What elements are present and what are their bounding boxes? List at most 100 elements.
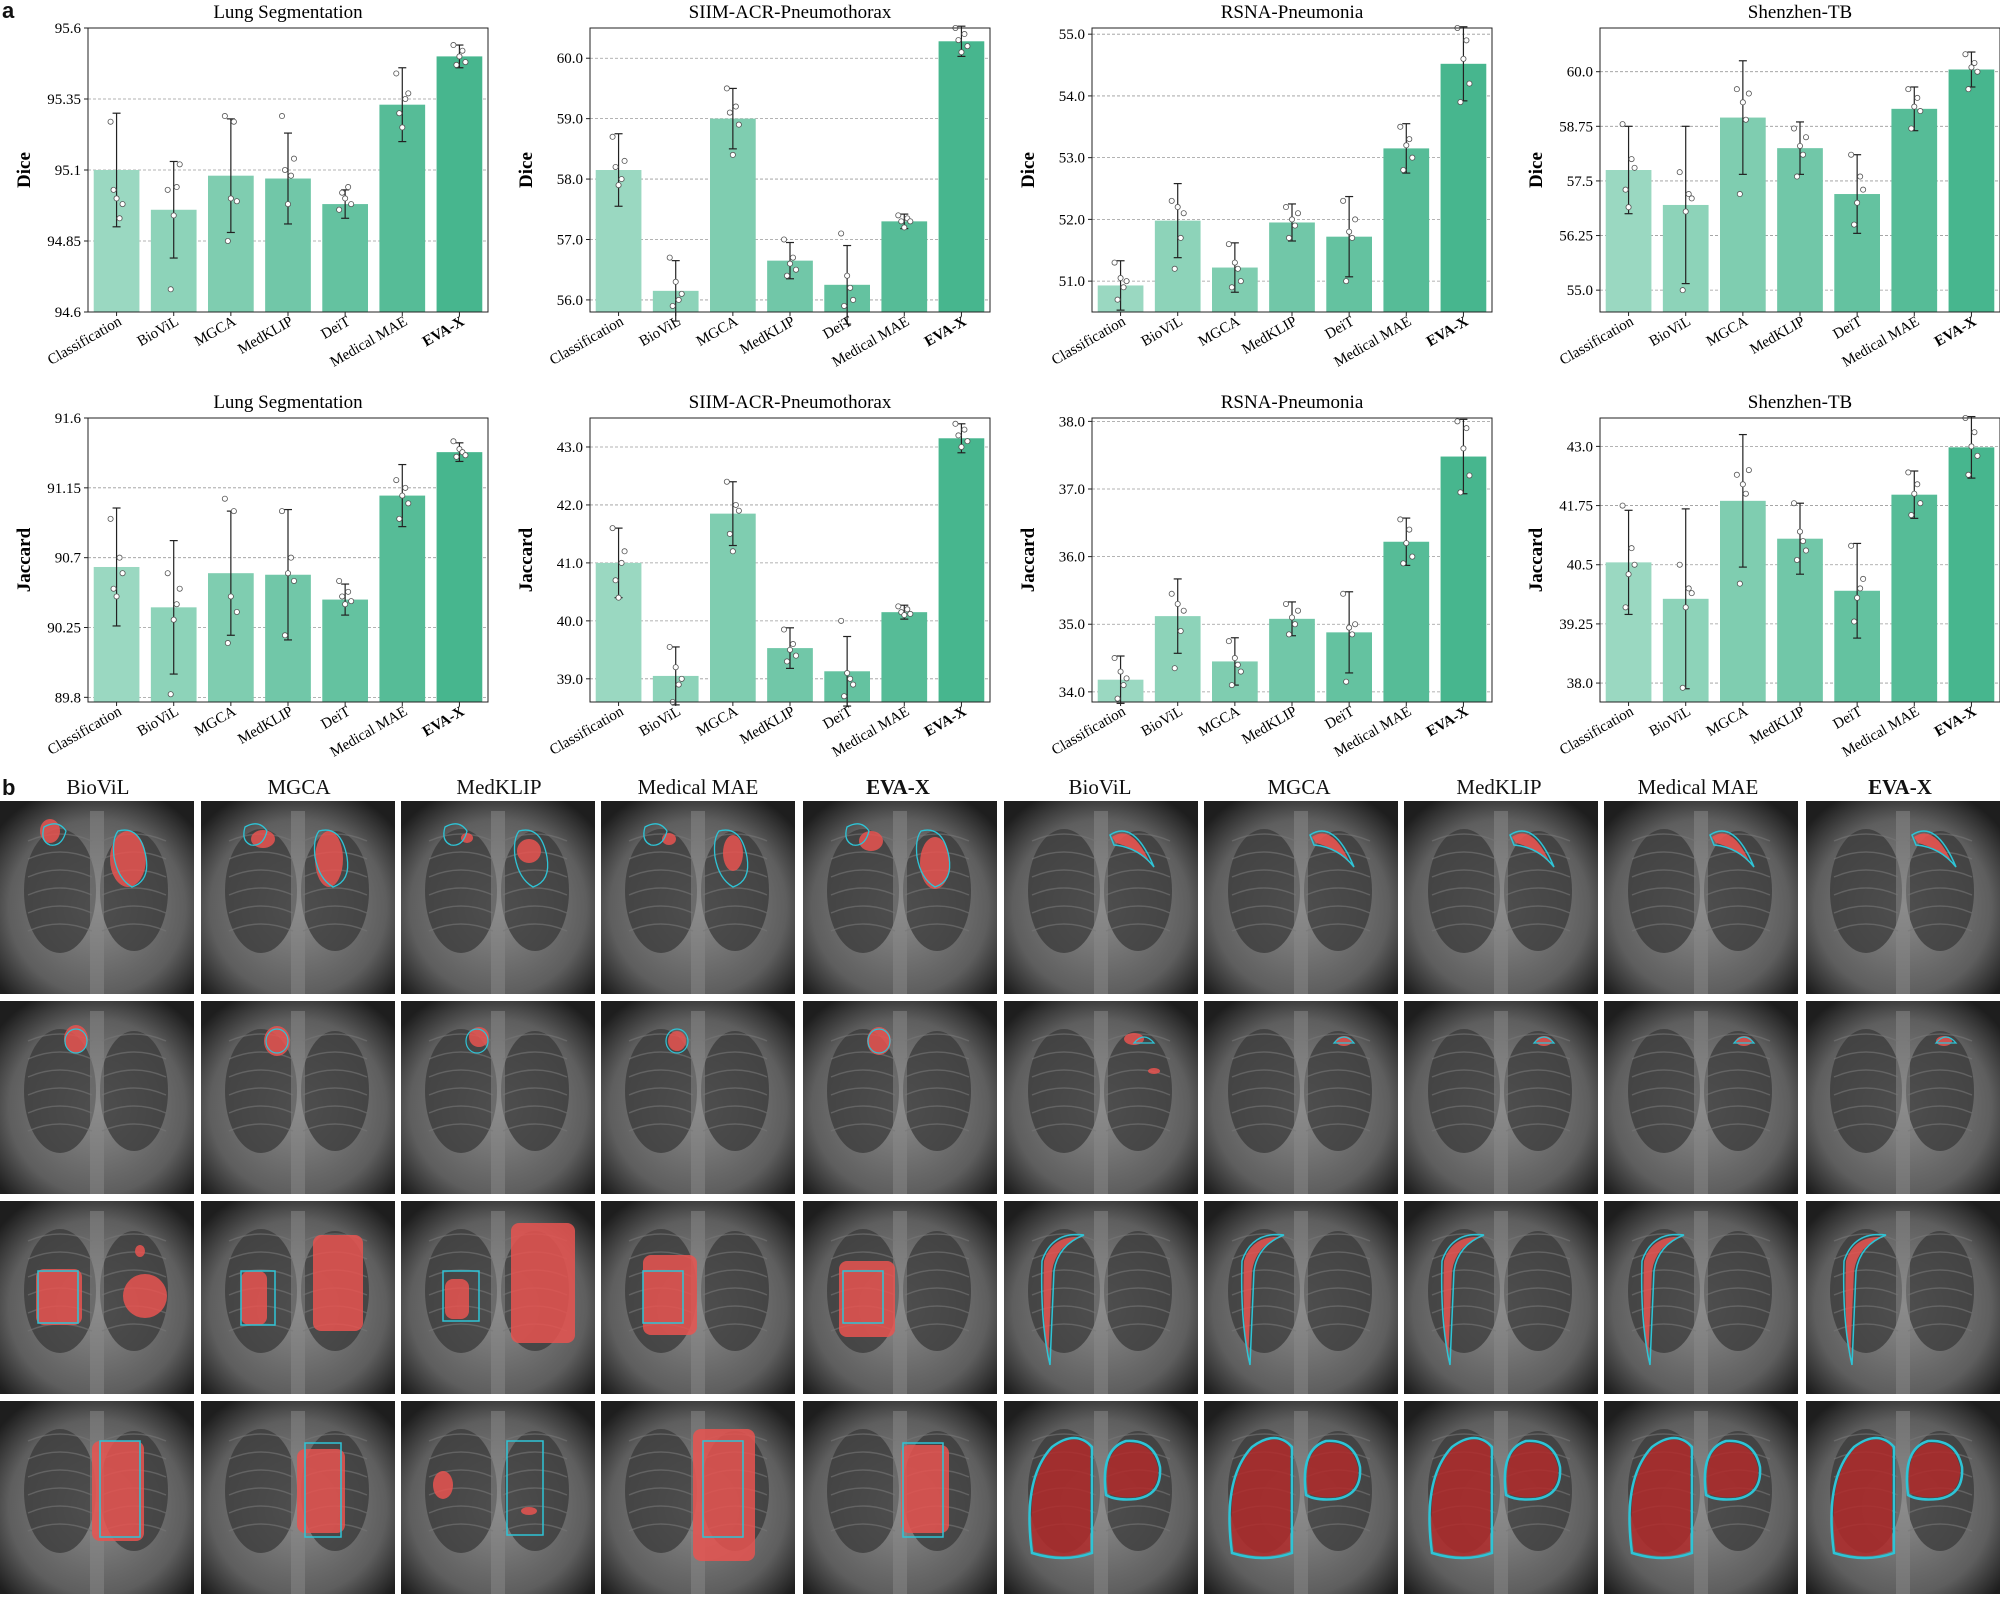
x-tick-label: DeiT (318, 704, 353, 733)
left-lung-field (1704, 1031, 1772, 1151)
y-tick-label: 43.0 (1567, 439, 1593, 455)
data-point (793, 652, 800, 659)
data-point (227, 195, 234, 202)
prediction-mask (867, 1027, 891, 1055)
data-point (1688, 590, 1695, 597)
prediction-mask (1124, 1033, 1144, 1045)
data-point (1120, 284, 1127, 291)
x-tick-label: MedKLIP (737, 704, 798, 748)
spine (1694, 1411, 1708, 1594)
y-tick-label: 43.0 (557, 440, 583, 456)
data-point (844, 670, 851, 677)
data-point (1295, 210, 1302, 217)
data-point (1794, 557, 1801, 564)
ground-truth-box (442, 1270, 480, 1322)
x-tick-label: Classification (1557, 313, 1637, 368)
data-point (221, 495, 228, 502)
data-point (907, 610, 914, 617)
data-point (1403, 142, 1410, 149)
left-lung-field (1704, 831, 1772, 951)
spine (691, 1011, 705, 1194)
xray-image (0, 801, 194, 994)
xray-image (201, 1001, 395, 1194)
data-point (1797, 528, 1804, 535)
data-point (1460, 55, 1467, 62)
data-point (1791, 500, 1798, 507)
data-point (173, 184, 180, 191)
right-lung-field (425, 1429, 497, 1553)
right-lung-field (225, 829, 297, 953)
data-point (1682, 604, 1689, 611)
prediction-mask (36, 1269, 82, 1325)
left-lung-field (701, 1231, 769, 1351)
xray-image (401, 1401, 595, 1594)
data-point (462, 59, 469, 66)
axes-frame (87, 27, 489, 313)
y-tick-label: 60.0 (1567, 65, 1593, 81)
data-point (729, 548, 736, 555)
xray-image (1806, 1201, 2000, 1394)
left-lung-field (701, 1031, 769, 1151)
data-point (450, 438, 457, 445)
data-point (1406, 526, 1413, 533)
ground-truth-box (902, 1442, 944, 1538)
bar-medical-mae (379, 495, 426, 702)
data-point (1111, 259, 1118, 266)
bar-eva-x (1440, 63, 1487, 312)
data-point (1736, 191, 1743, 198)
ground-truth-outline (1842, 1233, 1887, 1366)
data-point (1171, 265, 1178, 272)
data-point (399, 492, 406, 499)
data-point (1685, 585, 1692, 592)
ground-truth-outline (915, 829, 951, 888)
x-tick-label: EVA-X (922, 314, 970, 351)
chest-xray-tile (1004, 801, 1198, 994)
chest-xray-tile (201, 801, 395, 994)
data-point (290, 155, 297, 162)
prediction-mask (1231, 1439, 1290, 1556)
data-point (735, 121, 742, 128)
data-point (1343, 278, 1350, 285)
x-tick-label: DeiT (1830, 314, 1865, 343)
data-point (1685, 191, 1692, 198)
data-point (1237, 278, 1244, 285)
prediction-mask (1312, 833, 1350, 863)
data-point (1400, 560, 1407, 567)
y-tick-label: 51.0 (1059, 274, 1085, 290)
right-lung-field (1428, 1029, 1500, 1153)
data-point (961, 426, 968, 433)
data-point (1619, 121, 1626, 128)
prediction-mask (511, 1223, 575, 1343)
data-point (396, 110, 403, 117)
x-tick-label: BioViL (1139, 704, 1186, 740)
x-tick-label: EVA-X (420, 704, 468, 741)
y-axis-label: Dice (516, 152, 537, 188)
xray-image (1004, 801, 1198, 994)
right-lung-field (625, 1429, 697, 1553)
bar-medical-mae (1891, 494, 1938, 702)
data-point (1625, 204, 1632, 211)
data-point (1965, 471, 1972, 478)
xray-image (1604, 1201, 1798, 1394)
data-point (609, 525, 616, 532)
prediction-mask (40, 819, 60, 843)
ground-truth-outline (1503, 1439, 1562, 1501)
ground-truth-outline (64, 1028, 88, 1054)
spine (1294, 1411, 1308, 1594)
spine (1294, 1211, 1308, 1394)
left-lung-field (1104, 1031, 1172, 1151)
data-point (1625, 571, 1632, 578)
data-point (1739, 99, 1746, 106)
ground-truth-outline (1703, 1439, 1762, 1501)
data-point (618, 176, 625, 183)
axes-frame (1091, 27, 1493, 313)
x-tick-label: DeiT (318, 314, 353, 343)
data-point (113, 195, 120, 202)
data-point (1409, 553, 1416, 560)
data-point (278, 113, 285, 120)
spine (691, 811, 705, 994)
data-point (396, 515, 403, 522)
x-tick-label: Classification (1049, 703, 1129, 758)
